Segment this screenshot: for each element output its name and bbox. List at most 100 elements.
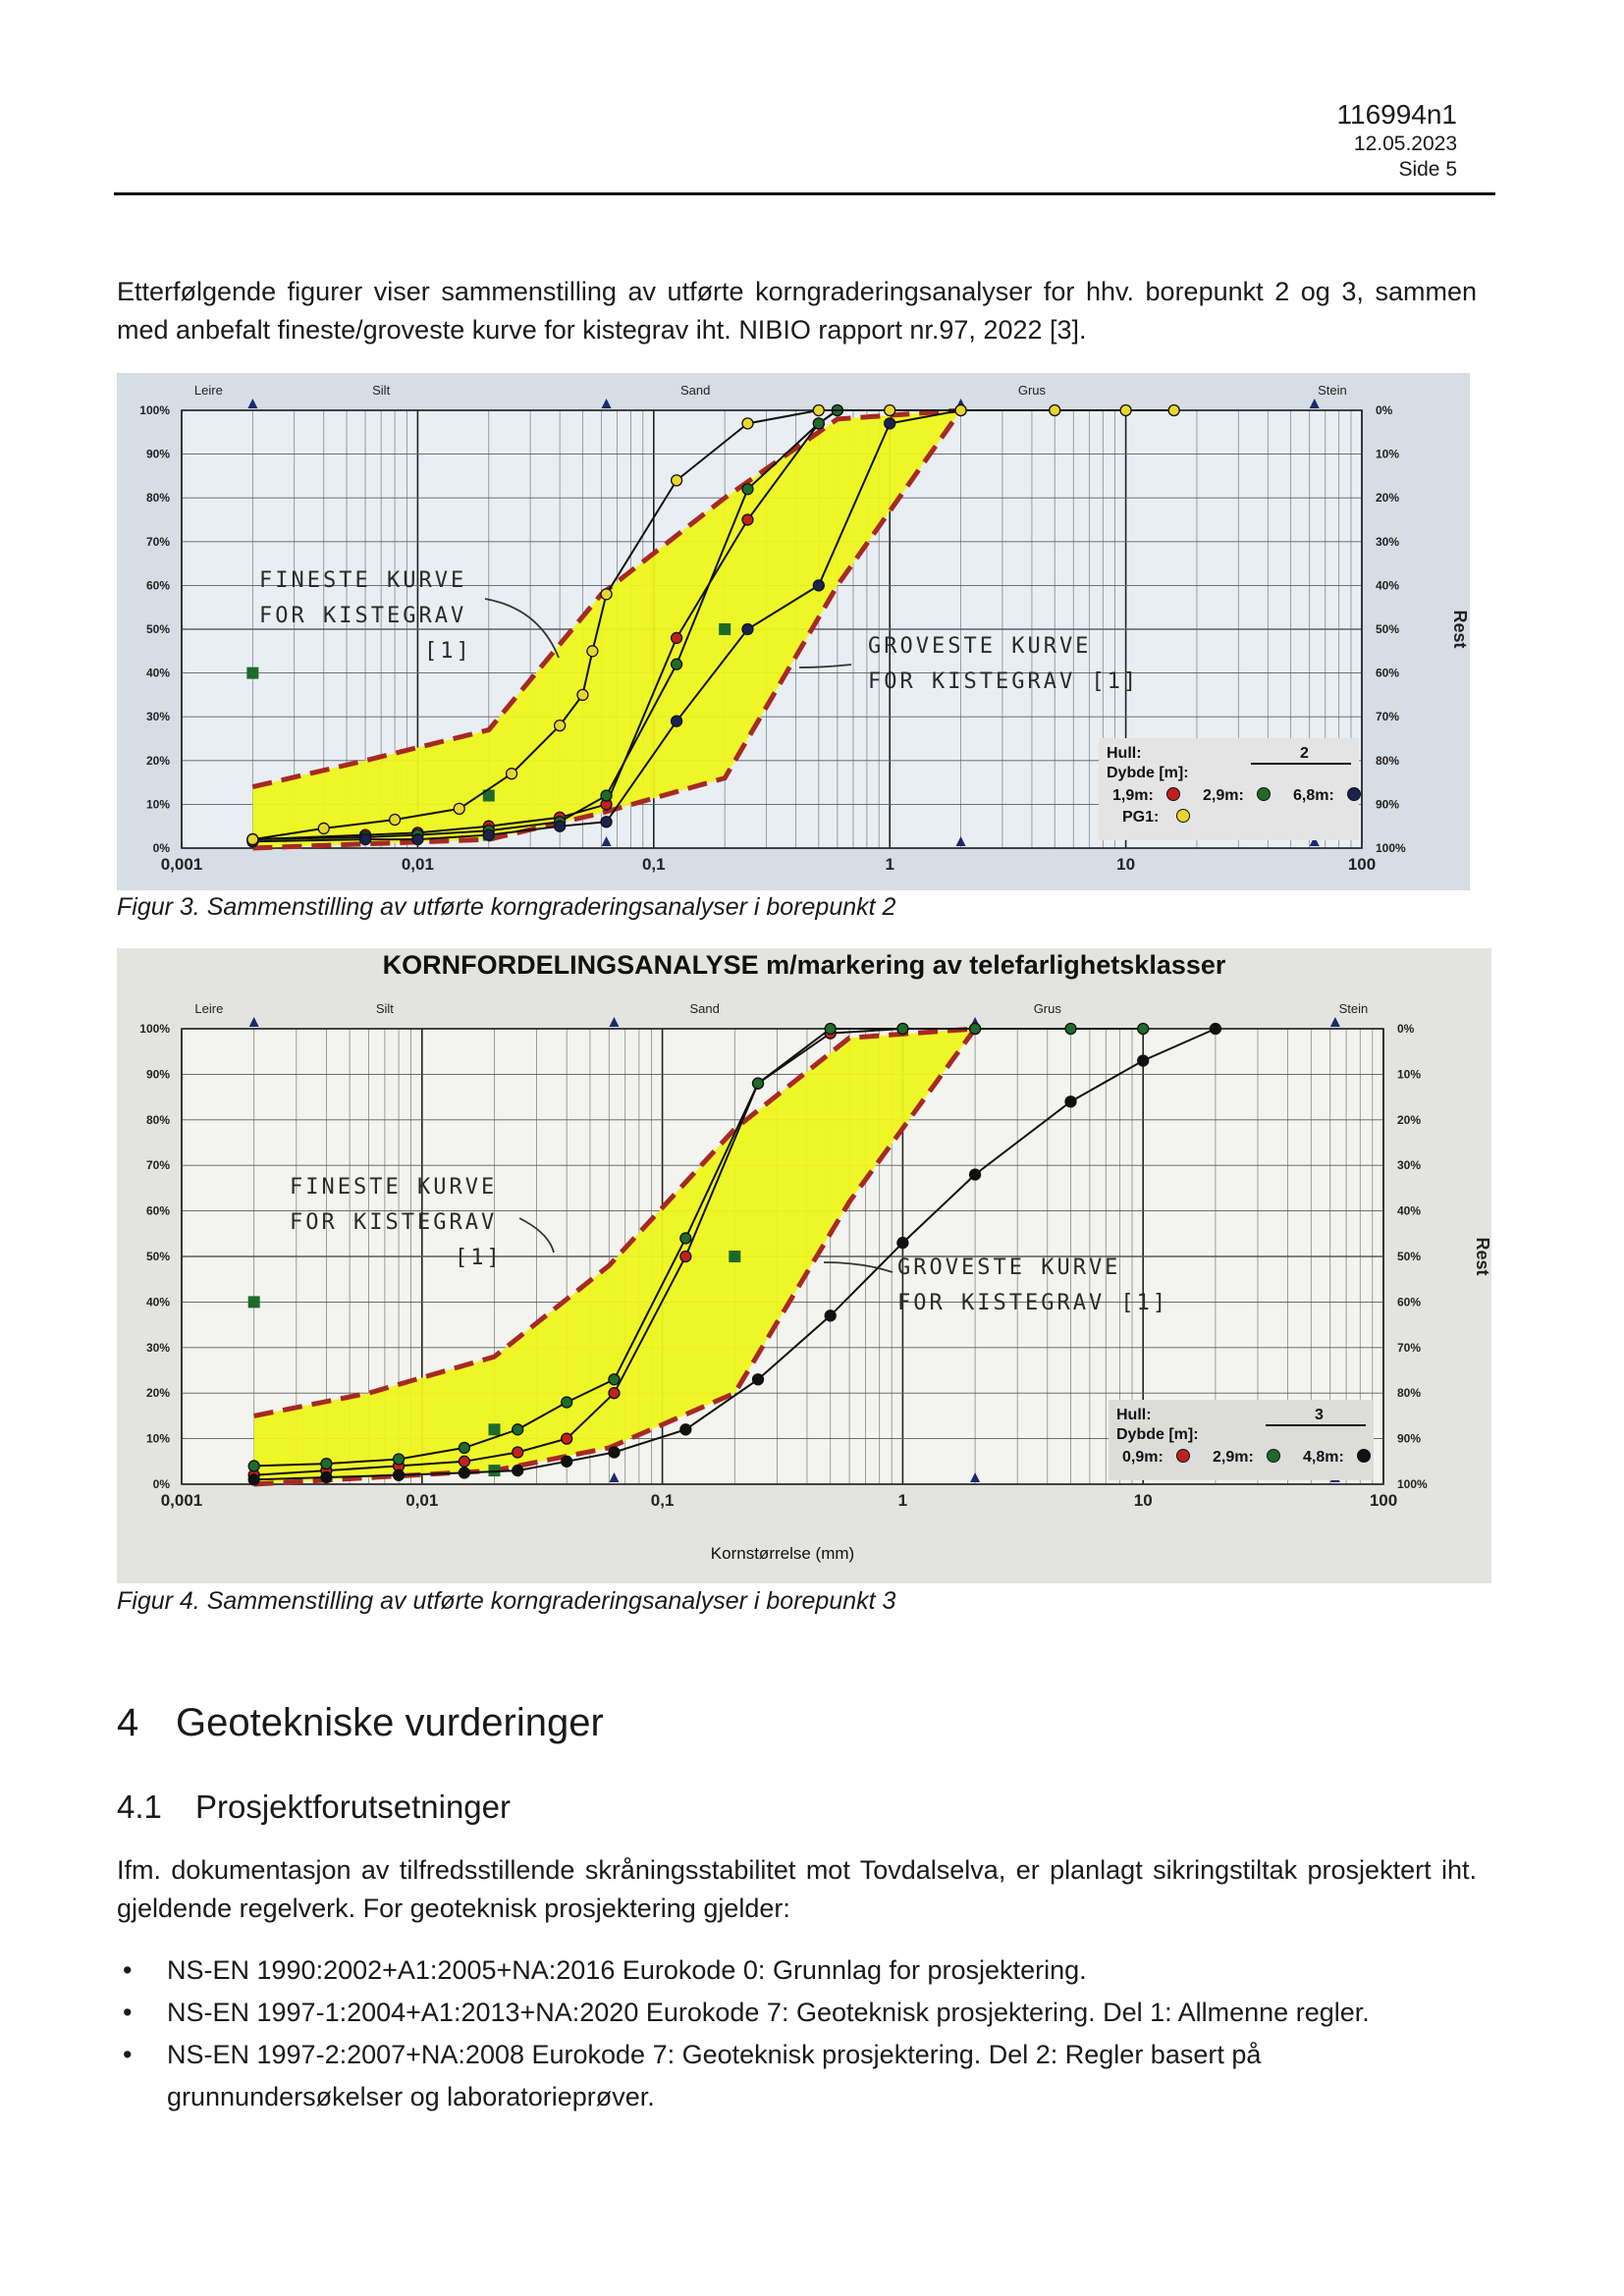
legend-box — [1099, 738, 1359, 840]
y-tick-label-right: 30% — [1376, 535, 1399, 549]
data-point — [824, 1309, 837, 1322]
y-tick-label-right: 50% — [1376, 622, 1399, 636]
y-tick-label-left: 50% — [146, 622, 170, 636]
class-boundary-marker — [601, 399, 612, 408]
data-point — [1064, 1095, 1077, 1108]
legend-box — [1109, 1400, 1374, 1480]
class-label: Grus — [1018, 383, 1047, 398]
data-point — [812, 417, 825, 430]
data-point — [608, 1387, 621, 1400]
data-point — [679, 1250, 692, 1263]
data-point — [1137, 1022, 1150, 1036]
y-tick-label-left: 60% — [146, 578, 170, 592]
y-tick-label-left: 60% — [146, 1204, 170, 1218]
series-line-0 — [252, 409, 839, 841]
data-point — [320, 1457, 333, 1470]
y-tick-label-left: 20% — [146, 754, 170, 768]
data-point — [458, 1441, 471, 1455]
data-point — [1209, 1022, 1222, 1036]
plot-frame — [181, 409, 1363, 849]
data-point — [812, 403, 825, 417]
legend-entry-swatch — [1176, 1449, 1190, 1463]
class-label: Stein — [1318, 383, 1347, 398]
data-point — [954, 403, 967, 417]
data-point — [968, 1168, 982, 1181]
data-point — [741, 483, 754, 496]
data-point — [1064, 1022, 1077, 1036]
figure-4-grain-size-chart: Leire Silt Sand Grus Stein 0% 10% 20% 30% 40% 50% 6… — [117, 948, 1491, 1583]
data-point — [751, 1373, 765, 1386]
data-point — [670, 715, 683, 727]
coarsest-leader-line — [798, 664, 852, 668]
x-tick-label: 10 — [1116, 855, 1135, 874]
figure-3-caption: Figur 3. Sammenstilling av utførte korng… — [117, 893, 896, 921]
section-title: Geotekniske vurderinger — [176, 1701, 604, 1744]
x-tick-label: 1 — [898, 1491, 907, 1510]
y-tick-label-left: 70% — [146, 1158, 170, 1172]
legend-depth-label: Dybde [m]: — [1107, 765, 1189, 781]
y-tick-label-right: 10% — [1376, 448, 1399, 461]
y-tick-label-right: 100% — [1397, 1477, 1428, 1491]
class-boundary-marker — [970, 1472, 981, 1482]
y-tick-label-left: 0% — [153, 841, 171, 855]
legend-hull-label: Hull: — [1116, 1407, 1152, 1423]
y-tick-label-right: 0% — [1376, 403, 1393, 417]
sample-square-marker — [482, 789, 495, 802]
data-point — [246, 832, 259, 846]
data-point — [1049, 403, 1061, 417]
y-tick-label-right: 0% — [1397, 1022, 1415, 1036]
data-point — [968, 1022, 982, 1036]
data-point — [358, 832, 372, 846]
subsection-title: Prosjektforutsetninger — [195, 1789, 511, 1825]
legend-entry-swatch — [1267, 1449, 1280, 1463]
data-point — [512, 1446, 524, 1459]
y-tick-label-right: 20% — [1397, 1113, 1421, 1127]
data-point — [751, 1077, 765, 1090]
y-tick-label-left: 70% — [146, 535, 170, 549]
bullet-icon: • — [123, 2040, 133, 2069]
legend-depth-label: Dybde [m]: — [1116, 1426, 1199, 1443]
envelope-area — [252, 410, 961, 848]
intro-paragraph: Etterfølgende figurer viser sammenstilli… — [117, 277, 1477, 345]
coarsest-curve-line — [252, 408, 963, 851]
section-heading: 4 Geotekniske vurderinger — [117, 1698, 604, 1747]
data-point — [247, 1460, 260, 1472]
data-point — [884, 417, 896, 430]
figure-3-grain-size-chart: Leire Silt Sand Grus Stein 0% 10% 20% 30% 40% 50% 6… — [117, 373, 1470, 890]
y-tick-label-left: 40% — [146, 667, 170, 680]
finest-curve-annotation: [1] — [424, 639, 472, 664]
data-point — [482, 828, 495, 841]
finest-leader-line — [484, 598, 560, 659]
x-tick-label: 10 — [1134, 1491, 1153, 1510]
list-item: • NS-EN 1997-1:2004+A1:2013+NA:2020 Eurok… — [117, 1992, 1491, 2034]
y-tick-label-left: 50% — [146, 1250, 170, 1263]
page-number: Side 5 — [1398, 158, 1457, 181]
data-point — [1119, 403, 1132, 417]
data-point — [392, 1468, 406, 1481]
y-tick-label-right: 40% — [1376, 578, 1399, 592]
y-tick-label-right: 60% — [1397, 1295, 1421, 1308]
data-point — [670, 474, 683, 487]
x-tick-label: 1 — [885, 855, 893, 874]
data-point — [896, 1022, 909, 1036]
sample-square-marker — [729, 1251, 741, 1262]
y-tick-label-right: 90% — [1376, 797, 1399, 811]
data-point — [884, 403, 896, 417]
figure-4-caption: Figur 4. Sammenstilling av utførte korng… — [117, 1587, 896, 1615]
y-tick-label-right: 50% — [1397, 1250, 1421, 1263]
x-tick-label: 100 — [1370, 1491, 1397, 1510]
subsection-heading: 4.1 Prosjektforutsetninger — [117, 1787, 511, 1828]
class-label: Silt — [372, 383, 390, 398]
data-point — [824, 1022, 837, 1036]
list-item-text: NS-EN 1997-2:2007+NA:2008 Eurokode 7: Ge… — [167, 2040, 1262, 2111]
data-point — [741, 513, 754, 526]
class-label: Sand — [690, 1001, 720, 1016]
legend-entry-swatch — [1257, 787, 1271, 801]
y-tick-label-left: 100% — [139, 1022, 170, 1036]
y-tick-label-right: 60% — [1376, 667, 1399, 680]
legend-hull-value: 2 — [1300, 745, 1309, 762]
data-point — [561, 1455, 573, 1468]
sample-square-marker — [246, 667, 259, 679]
document-date: 12.05.2023 — [1353, 133, 1457, 155]
legend-entry-swatch — [1357, 1449, 1371, 1463]
